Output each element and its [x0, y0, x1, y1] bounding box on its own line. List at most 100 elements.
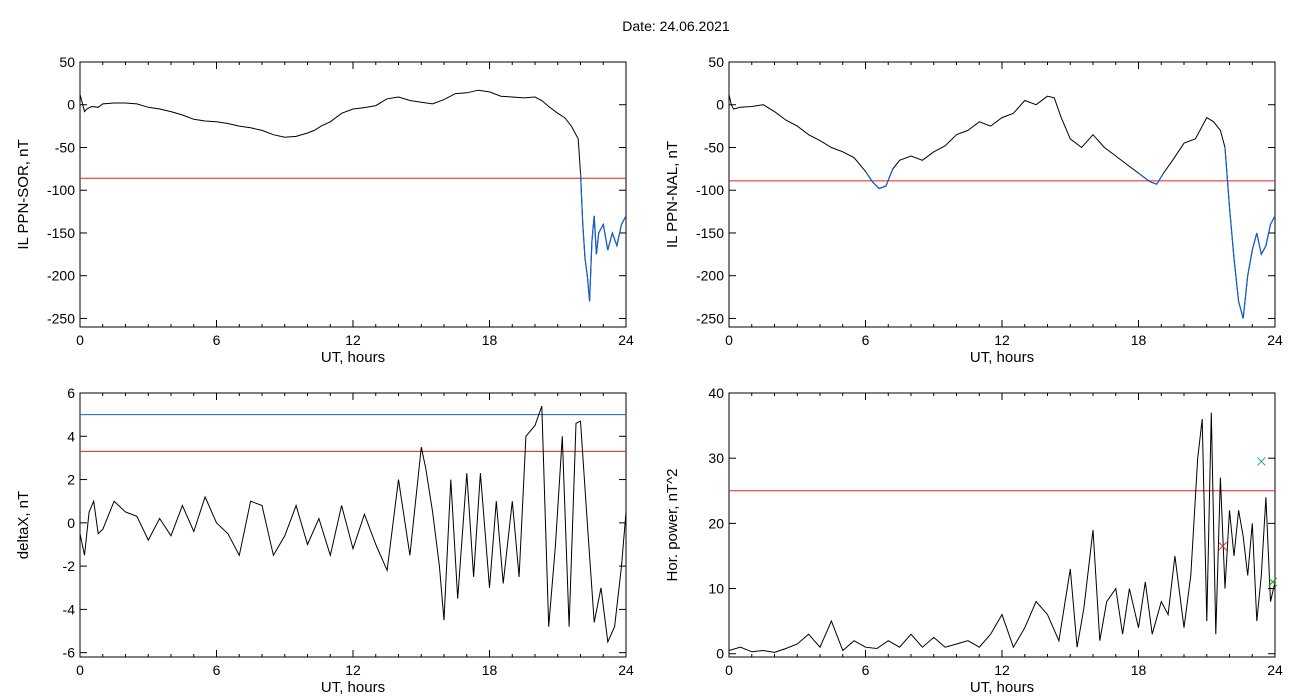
x-axis-label: UT, hours: [970, 679, 1034, 696]
x-axis-label: UT, hours: [321, 679, 385, 696]
data-line-highlight: [1247, 249, 1253, 276]
data-line-highlight: [885, 168, 894, 187]
data-line: [80, 89, 626, 302]
x-tick-label: 0: [725, 662, 733, 678]
data-line-highlight: [878, 185, 887, 190]
x-tick-label: 12: [345, 662, 361, 678]
y-tick-label: 10: [708, 581, 724, 597]
y-tick-label: 4: [67, 428, 75, 444]
x-tick-label: 6: [862, 662, 870, 678]
x-tick-label: 24: [618, 662, 634, 678]
x-tick-label: 24: [1267, 332, 1283, 348]
x-tick-label: 12: [994, 662, 1010, 678]
data-line-highlight: [582, 224, 586, 259]
data-line-highlight: [1156, 172, 1165, 185]
y-tick-label: -100: [47, 182, 75, 198]
data-line-highlight: [616, 224, 623, 246]
data-line: [80, 405, 626, 644]
y-tick-label: 0: [716, 646, 724, 662]
y-tick-label: 2: [67, 472, 75, 488]
plot-hor-power: 0 6 12 18 24 40 30 20 10 0 UT, hours Hor. power, nT…: [664, 385, 1283, 696]
y-tick-label: -100: [696, 182, 724, 198]
x-tick-label: 6: [213, 662, 221, 678]
y-tick-label: -4: [63, 601, 76, 617]
plot-frame: [79, 392, 627, 658]
y-tick-label: -50: [704, 139, 724, 155]
data-line-highlight: [871, 181, 880, 189]
data-line-highlight: [620, 215, 626, 225]
data-marker: [1256, 457, 1266, 466]
y-tick-label: 40: [708, 385, 724, 401]
data-line-highlight: [1269, 215, 1275, 225]
y-tick-label: 30: [708, 450, 724, 466]
data-line: [729, 94, 1275, 319]
data-marker: [1268, 577, 1278, 587]
data-line-highlight: [1238, 301, 1244, 319]
x-axis-label: UT, hours: [970, 349, 1034, 366]
x-axis-label: UT, hours: [321, 349, 385, 366]
data-line-highlight: [611, 232, 618, 246]
plot-deltax: 0 6 12 18 24 6 4 2 0 -2 -4 -6 UT, hours deltaX, nT: [15, 385, 634, 696]
x-tick-label: 0: [76, 662, 84, 678]
plot-ppn-sor: 0 6 12 18 24 50 0 -50 -100 -150 -200 -250 UT, hours I…: [15, 54, 634, 366]
y-axis-label: deltaX, nT: [15, 491, 32, 559]
y-tick-label: 0: [67, 515, 75, 531]
data-line-highlight: [1138, 172, 1151, 183]
data-line: [729, 412, 1275, 653]
y-tick-label: 0: [716, 97, 724, 113]
y-tick-label: 50: [708, 54, 724, 70]
x-tick-label: 6: [213, 332, 221, 348]
data-marker: [1218, 541, 1228, 551]
x-tick-label: 0: [76, 332, 84, 348]
y-tick-label: -250: [47, 310, 75, 326]
data-line-highlight: [589, 241, 593, 302]
data-line-highlight: [1233, 258, 1240, 302]
plot-frame: [728, 392, 1276, 658]
data-line-highlight: [591, 215, 595, 242]
data-line-highlight: [1265, 224, 1272, 246]
x-tick-label: 18: [482, 662, 498, 678]
data-line-highlight: [595, 232, 600, 255]
marker-stroke: [1218, 541, 1228, 551]
data-line-highlight: [1149, 181, 1157, 185]
x-tick-label: 24: [1267, 662, 1283, 678]
plot-ppn-nal: 0 6 12 18 24 50 0 -50 -100 -150 -200 -250 UT, hours I…: [664, 54, 1283, 366]
y-tick-label: 0: [67, 97, 75, 113]
data-line-highlight: [579, 173, 584, 225]
marker-stroke: [1256, 457, 1266, 466]
y-tick-label: -150: [47, 225, 75, 241]
marker-stroke: [1268, 577, 1278, 587]
plot-frame: [79, 61, 627, 328]
x-tick-label: 0: [725, 332, 733, 348]
y-axis-label: Hor. power, nT^2: [664, 469, 681, 582]
data-line-highlight: [1251, 232, 1258, 251]
y-tick-label: 6: [67, 385, 75, 401]
y-tick-label: -2: [63, 558, 76, 574]
data-line-highlight: [1242, 275, 1249, 319]
data-line-highlight: [1256, 232, 1262, 255]
y-axis-label: IL PPN-NAL, nT: [664, 141, 681, 248]
data-line-highlight: [865, 171, 873, 183]
data-line-highlight: [1260, 245, 1267, 255]
y-tick-label: -150: [696, 225, 724, 241]
y-tick-label: -50: [55, 139, 75, 155]
y-axis-label: IL PPN-SOR, nT: [15, 139, 32, 249]
y-tick-label: -200: [47, 268, 75, 284]
y-tick-label: 20: [708, 515, 724, 531]
data-line-highlight: [1224, 147, 1231, 208]
x-tick-label: 18: [482, 332, 498, 348]
y-tick-label: -250: [696, 310, 724, 326]
x-tick-label: 12: [345, 332, 361, 348]
x-tick-label: 18: [1131, 662, 1147, 678]
x-tick-label: 24: [618, 332, 634, 348]
data-line-highlight: [593, 215, 598, 255]
figure-title: Date: 24.06.2021: [622, 18, 730, 34]
x-tick-label: 18: [1131, 332, 1147, 348]
x-tick-label: 6: [862, 332, 870, 348]
y-tick-label: -200: [696, 268, 724, 284]
data-line-highlight: [602, 224, 609, 251]
y-tick-label: -6: [63, 645, 76, 661]
data-line-highlight: [598, 224, 604, 234]
plot-frame: [728, 61, 1276, 328]
